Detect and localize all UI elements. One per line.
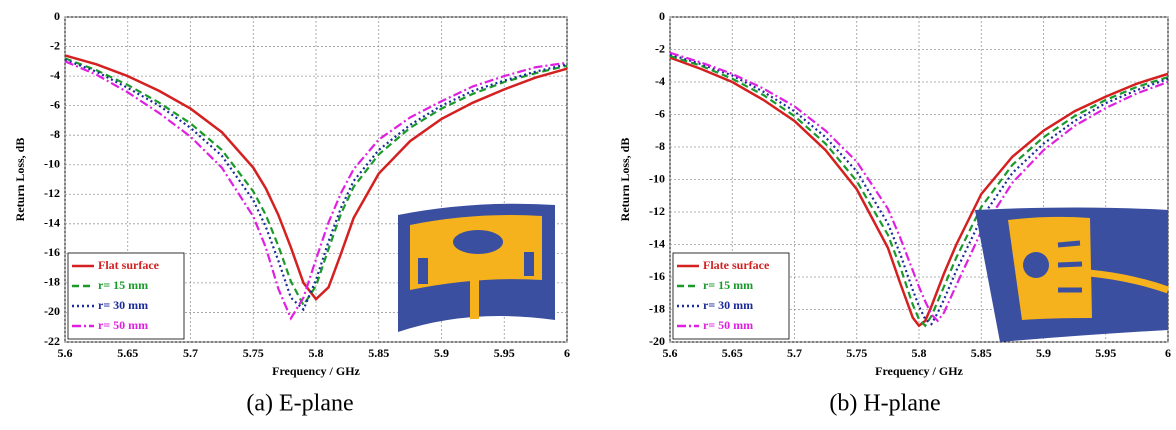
antenna-slot bbox=[524, 252, 534, 276]
series-line bbox=[64, 60, 568, 321]
y-axis-label: Return Loss, dB bbox=[618, 138, 632, 222]
series-line bbox=[669, 56, 1169, 328]
x-tick-label: 5.65 bbox=[117, 346, 138, 360]
x-tick-label: 5.95 bbox=[1095, 346, 1116, 360]
y-tick-label: -18 bbox=[44, 275, 60, 289]
x-tick-label: 5.65 bbox=[722, 346, 743, 360]
x-axis-label: Frequency / GHz bbox=[875, 364, 963, 378]
legend-label: Flate surface bbox=[703, 258, 770, 272]
series-line bbox=[64, 57, 568, 308]
y-tick-label: -6 bbox=[50, 97, 60, 111]
x-tick-label: 5.95 bbox=[494, 346, 515, 360]
antenna-slot bbox=[1057, 240, 1083, 293]
antenna-slot bbox=[1023, 252, 1049, 278]
x-axis-label: Frequency / GHz bbox=[272, 364, 360, 378]
x-tick-label: 5.75 bbox=[243, 346, 264, 360]
x-tick-label: 5.7 bbox=[183, 346, 198, 360]
legend-label: Flat surface bbox=[98, 258, 160, 272]
legend-label: r= 50 mm bbox=[98, 318, 148, 332]
antenna-feed bbox=[1049, 268, 1170, 294]
y-tick-label: -2 bbox=[50, 38, 60, 52]
y-axis-label: Return Loss, dB bbox=[13, 138, 27, 222]
y-tick-label: -16 bbox=[649, 269, 665, 283]
y-tick-label: 0 bbox=[54, 9, 60, 23]
series-line bbox=[669, 53, 1169, 326]
x-tick-label: 5.8 bbox=[912, 346, 927, 360]
y-tick-label: -4 bbox=[655, 74, 665, 88]
x-tick-label: 5.75 bbox=[846, 346, 867, 360]
x-tick-label: 5.85 bbox=[368, 346, 389, 360]
x-tick-label: 6 bbox=[564, 346, 570, 360]
legend-box bbox=[672, 252, 790, 340]
legend-label: r= 30 mm bbox=[98, 298, 148, 312]
y-tick-label: -22 bbox=[44, 334, 60, 348]
legend-label: r= 50 mm bbox=[703, 318, 753, 332]
y-tick-label: -10 bbox=[44, 156, 60, 170]
antenna-slot bbox=[453, 230, 503, 254]
x-tick-label: 5.7 bbox=[787, 346, 802, 360]
antenna-feed bbox=[470, 277, 479, 319]
x-tick-label: 5.9 bbox=[1036, 346, 1051, 360]
legend-label: r= 15 mm bbox=[703, 278, 753, 292]
y-tick-label: -18 bbox=[649, 301, 665, 315]
series-line bbox=[64, 54, 568, 302]
y-tick-label: -2 bbox=[655, 41, 665, 55]
y-tick-label: -12 bbox=[649, 204, 665, 218]
y-tick-label: -10 bbox=[649, 171, 665, 185]
caption: (b) H-plane bbox=[829, 391, 940, 417]
legend-box bbox=[67, 252, 185, 340]
legend-label: r= 15 mm bbox=[98, 278, 148, 292]
x-tick-label: 6 bbox=[1165, 346, 1171, 360]
y-tick-label: -20 bbox=[649, 334, 665, 348]
antenna-patch bbox=[1008, 216, 1092, 320]
legend-label: r= 30 mm bbox=[703, 298, 753, 312]
x-tick-label: 5.6 bbox=[58, 346, 73, 360]
x-tick-label: 5.8 bbox=[309, 346, 324, 360]
y-tick-label: -8 bbox=[655, 139, 665, 153]
y-tick-label: 0 bbox=[659, 9, 665, 23]
y-tick-label: -8 bbox=[50, 127, 60, 141]
caption: (a) E-plane bbox=[246, 391, 353, 417]
x-tick-label: 5.85 bbox=[971, 346, 992, 360]
y-tick-label: -20 bbox=[44, 304, 60, 318]
y-tick-label: -6 bbox=[655, 106, 665, 120]
series-line bbox=[669, 51, 1169, 323]
series-line bbox=[669, 54, 1169, 328]
x-tick-label: 5.6 bbox=[663, 346, 678, 360]
y-tick-label: -16 bbox=[44, 245, 60, 259]
antenna-insets bbox=[398, 203, 1170, 342]
x-tick-label: 5.9 bbox=[434, 346, 449, 360]
y-tick-label: -12 bbox=[44, 186, 60, 200]
y-tick-label: -4 bbox=[50, 68, 60, 82]
antenna-slot bbox=[418, 258, 428, 284]
y-tick-label: -14 bbox=[44, 216, 60, 230]
y-tick-label: -14 bbox=[649, 236, 665, 250]
